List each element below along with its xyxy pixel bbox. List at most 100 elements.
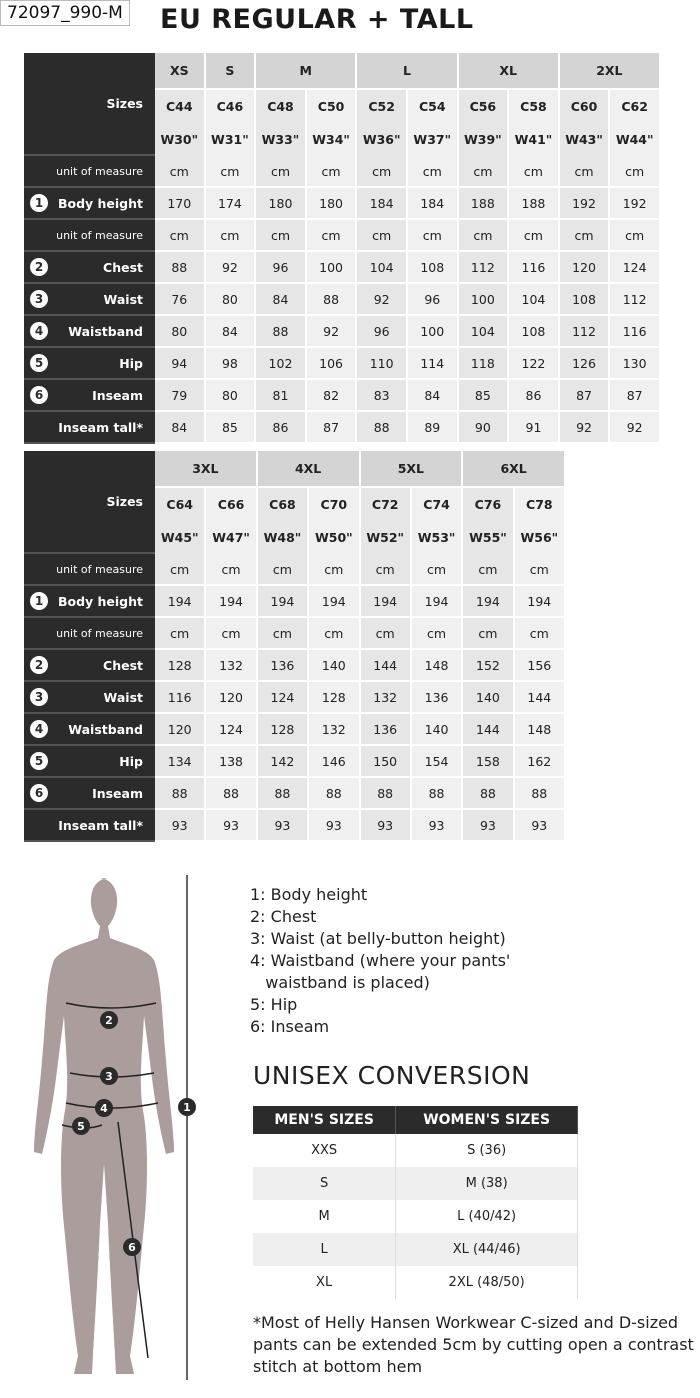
unisex-conversion-title: UNISEX CONVERSION <box>253 1061 531 1090</box>
table-cell: 84 <box>407 380 459 412</box>
table-cell: 80 <box>205 380 257 412</box>
marker-1: 1 <box>178 1098 196 1116</box>
table-cell: 87 <box>306 412 358 444</box>
table-cell: cm <box>309 554 361 586</box>
table-row: 2 Chest 88 92 96 100 104 108 112 116 120 124 <box>24 252 661 284</box>
row-label: 2 Chest <box>24 650 155 682</box>
mens-size: XL <box>253 1266 397 1299</box>
table-cell: 96 <box>407 284 459 316</box>
row-label-text: Hip <box>119 753 143 769</box>
table-row: unit of measure cm cm cm cm cm cm cm cm cm cm <box>24 156 661 188</box>
table-cell: 84 <box>155 412 206 444</box>
table-cell: 93 <box>309 810 361 842</box>
size-group-header: L <box>357 53 459 90</box>
table-cell: cm <box>610 156 661 188</box>
table-cell: 93 <box>257 810 310 842</box>
row-label-text: Waist <box>103 689 143 705</box>
size-group-header: 3XL <box>155 451 258 488</box>
table-cell: 81 <box>256 380 307 412</box>
row-label: unit of measure <box>24 220 155 252</box>
row-label-text: Inseam <box>92 785 143 801</box>
table-cell: 180 <box>256 188 307 220</box>
table-cell: 87 <box>610 380 661 412</box>
table-cell: 194 <box>309 586 361 618</box>
table-cell: 128 <box>155 650 207 682</box>
size-code: W33" <box>256 123 307 156</box>
table-cell: 194 <box>360 586 412 618</box>
size-code: C72 <box>360 488 412 521</box>
measure-number-icon: 5 <box>30 354 48 372</box>
table-cell: 98 <box>205 348 257 380</box>
row-label-text: Waistband <box>68 323 143 339</box>
table-cell: 154 <box>411 746 464 778</box>
table-cell: 194 <box>411 586 464 618</box>
row-label-text: Chest <box>103 259 143 275</box>
row-label: 5 Hip <box>24 746 155 778</box>
size-code: C68 <box>257 488 310 521</box>
table-cell: 96 <box>256 252 307 284</box>
table-cell: 118 <box>458 348 510 380</box>
table-cell: 140 <box>309 650 361 682</box>
table-cell: cm <box>206 554 258 586</box>
marker-6: 6 <box>123 1238 141 1256</box>
table-cell: cm <box>559 220 611 252</box>
measure-number-icon: 1 <box>30 194 48 212</box>
table-cell: 114 <box>407 348 459 380</box>
table-cell: 96 <box>357 316 408 348</box>
table-cell: 88 <box>357 412 408 444</box>
table-row: Inseam tall* 84 85 86 87 88 89 90 91 92 92 <box>24 412 661 444</box>
table-row: 6 Inseam 88 88 88 88 88 88 88 88 <box>24 778 566 810</box>
size-code: W30" <box>155 123 206 156</box>
row-label-text: unit of measure <box>56 626 143 640</box>
table-cell: 88 <box>155 778 207 810</box>
table-cell: cm <box>458 156 510 188</box>
table-cell: 85 <box>458 380 510 412</box>
row-label: Inseam tall* <box>24 810 155 842</box>
table-cell: 104 <box>357 252 408 284</box>
table-cell: 100 <box>458 284 510 316</box>
svg-text:4: 4 <box>100 1102 108 1115</box>
marker-2: 2 <box>100 1011 118 1029</box>
table-cell: cm <box>610 220 661 252</box>
table-cell: cm <box>256 220 307 252</box>
womens-size: M (38) <box>395 1167 578 1200</box>
row-label: 4 Waistband <box>24 316 155 348</box>
mens-size: S <box>253 1167 397 1200</box>
table-cell: 194 <box>463 586 515 618</box>
table-cell: 116 <box>155 682 207 714</box>
table-cell: 87 <box>559 380 611 412</box>
table-row: 3 Waist 76 80 84 88 92 96 100 104 108 112 <box>24 284 661 316</box>
table-cell: cm <box>357 220 408 252</box>
table-cell: 120 <box>155 714 207 746</box>
table-cell: 148 <box>514 714 566 746</box>
table-cell: 88 <box>463 778 515 810</box>
size-code: W48" <box>257 521 310 554</box>
row-label: unit of measure <box>24 554 155 586</box>
table-cell: 76 <box>155 284 206 316</box>
size-table-2: Sizes 3XL 4XL 5XL 6XL C64 C66 C68 C70 C72 C74 C76 C7… <box>24 451 566 842</box>
table-cell: 192 <box>610 188 661 220</box>
table-cell: cm <box>509 220 560 252</box>
size-code: W41" <box>509 123 560 156</box>
size-code: W44" <box>610 123 661 156</box>
table-row: 1 Body height 194 194 194 194 194 194 194 194 <box>24 586 566 618</box>
table-cell: cm <box>206 618 258 650</box>
row-label: 6 Inseam <box>24 380 155 412</box>
size-code: W55" <box>463 521 515 554</box>
size-code: C58 <box>509 90 560 123</box>
table-cell: cm <box>360 618 412 650</box>
size-code: W52" <box>360 521 412 554</box>
row-label: 3 Waist <box>24 284 155 316</box>
table-cell: 128 <box>309 682 361 714</box>
table-cell: 170 <box>155 188 206 220</box>
table-cell: 108 <box>407 252 459 284</box>
table-row: unit of measure cm cm cm cm cm cm cm cm cm cm <box>24 220 661 252</box>
table-cell: 90 <box>458 412 510 444</box>
legend-item: 2: Chest <box>250 907 317 926</box>
womens-size: L (40/42) <box>395 1200 578 1233</box>
table-cell: cm <box>559 156 611 188</box>
size-code: W37" <box>407 123 459 156</box>
measure-number-icon: 2 <box>30 258 48 276</box>
footnote: *Most of Helly Hansen Workwear C-sized a… <box>253 1313 694 1376</box>
